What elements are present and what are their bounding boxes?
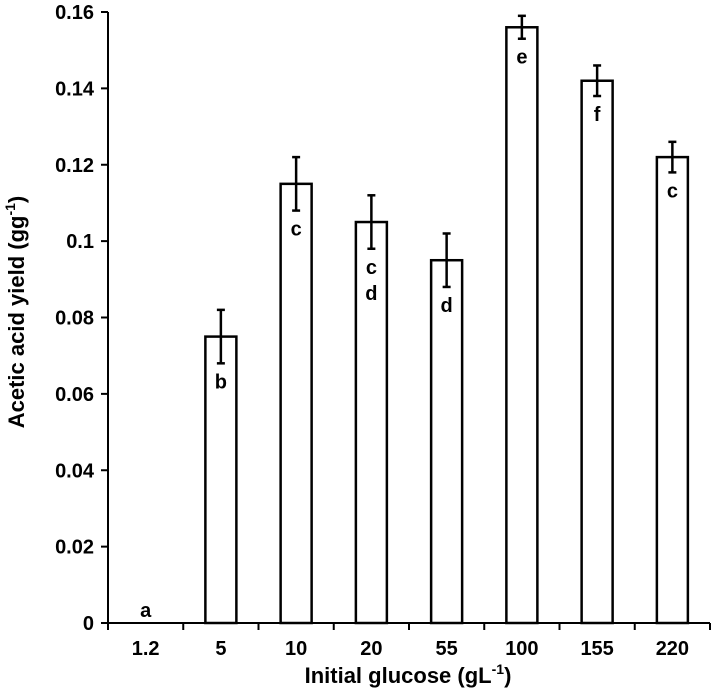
- significance-label: b: [215, 371, 227, 393]
- significance-label: e: [516, 47, 527, 69]
- x-tick-label: 100: [505, 638, 538, 660]
- bar: [204, 335, 238, 625]
- y-tick-label: 0.02: [55, 537, 94, 559]
- significance-label: a: [140, 600, 152, 622]
- y-tick-label: 0: [83, 613, 94, 635]
- y-tick-label: 0.14: [55, 78, 95, 100]
- y-tick-label: 0.16: [55, 2, 94, 24]
- y-tick-label: 0.08: [55, 308, 94, 330]
- x-tick-label: 55: [436, 638, 458, 660]
- y-tick-label: 0.1: [66, 231, 94, 253]
- labels: 0 0.02 0.04 0.06 0.08 0.1 0.12 0.14 0.16 a 1.2 b 5 c 1…: [55, 2, 689, 660]
- y-tick-label: 0.06: [55, 384, 94, 406]
- x-tick-label: 5: [215, 638, 226, 660]
- significance-label: d: [365, 283, 377, 305]
- y-tick-label: 0.12: [55, 155, 94, 177]
- y-axis-title: Acetic acid yield (gg-1): [2, 196, 29, 429]
- bars: [204, 14, 690, 625]
- bar: [505, 26, 539, 625]
- bar: [655, 155, 690, 625]
- significance-label: f: [594, 104, 601, 126]
- bar: [279, 182, 313, 625]
- significance-label: c: [291, 219, 302, 241]
- significance-label: c: [667, 180, 678, 202]
- x-axis-title: Initial glucose (gL-1): [305, 661, 512, 688]
- x-tick-label: 10: [285, 638, 307, 660]
- bar: [429, 258, 464, 625]
- x-tick-label: 1.2: [132, 638, 160, 660]
- y-tick-label: 0.04: [55, 460, 95, 482]
- significance-label: c: [366, 257, 377, 279]
- significance-label: d: [441, 295, 453, 317]
- bar: [354, 220, 389, 625]
- bar: [580, 79, 614, 625]
- x-tick-label: 220: [656, 638, 689, 660]
- x-tick-label: 155: [580, 638, 613, 660]
- axes: [101, 11, 711, 630]
- x-tick-label: 20: [360, 638, 382, 660]
